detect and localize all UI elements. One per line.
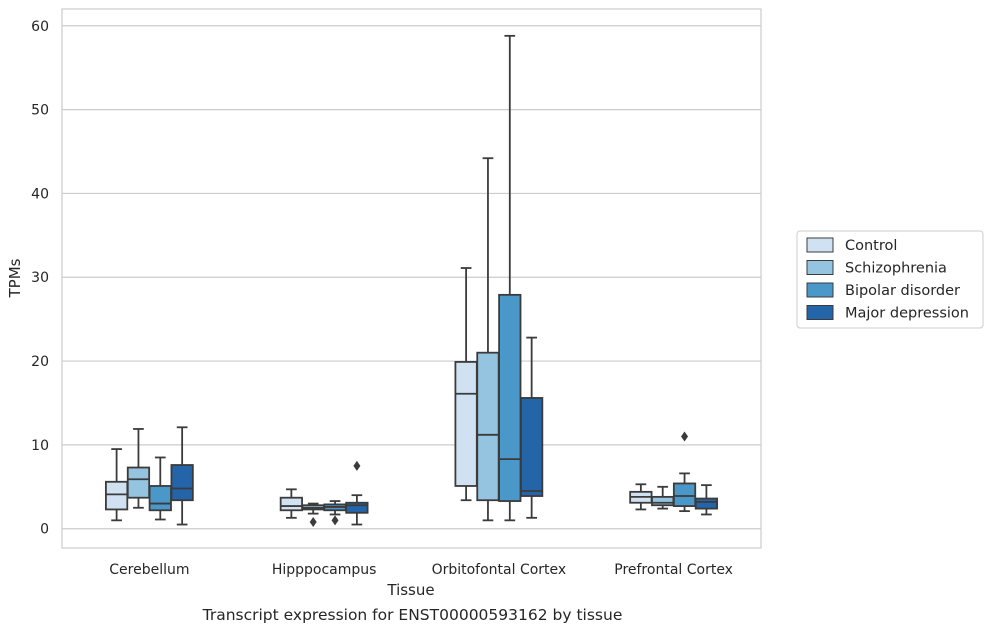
legend: Control Schizophrenia Bipolar disorder Majo… <box>796 230 984 329</box>
legend-label: Major depression <box>845 306 969 322</box>
plot-area-frame <box>61 8 762 549</box>
y-axis-ticks: 0 10 20 30 40 50 60 <box>31 19 49 538</box>
box-element <box>454 267 478 502</box>
box-element <box>672 431 697 513</box>
box-iqr <box>279 496 303 512</box>
box-element <box>126 428 151 509</box>
box-iqr <box>126 466 151 499</box>
y-tick-label: 30 <box>31 270 49 286</box>
box-element <box>498 34 522 522</box>
legend-swatch <box>806 260 834 275</box>
outlier-point <box>331 515 339 526</box>
y-tick-label: 40 <box>31 186 49 202</box>
box-element <box>476 157 500 522</box>
y-tick-label: 0 <box>40 522 49 538</box>
figure-caption: Transcript expression for ENST0000059316… <box>202 606 623 624</box>
legend-label: Control <box>845 238 897 254</box>
box-iqr <box>672 482 697 507</box>
box-element <box>323 500 347 526</box>
x-tick-label: Orbitofontal Cortex <box>432 562 567 578</box>
outlier-point <box>309 517 317 528</box>
x-axis-label: Tissue <box>386 581 434 599</box>
box-iqr <box>148 485 172 512</box>
box-iqr <box>170 464 194 502</box>
legend-label: Bipolar disorder <box>845 283 960 299</box>
legend-swatch <box>806 305 834 320</box>
box-element <box>301 502 325 528</box>
box-iqr <box>105 480 129 511</box>
box-iqr <box>345 501 369 514</box>
box-series <box>105 34 718 528</box>
series-major-depression <box>170 336 718 526</box>
box-iqr <box>694 497 718 510</box>
box-element <box>148 456 172 521</box>
box-iqr <box>454 361 478 487</box>
box-element <box>520 336 544 519</box>
series-bipolar-disorder <box>148 34 697 526</box>
legend-swatch <box>806 282 834 298</box>
y-tick-label: 60 <box>31 19 49 35</box>
box-element <box>629 483 653 511</box>
x-axis-ticks: Cerebellum Hipppocampus Orbitofontal Corte… <box>109 562 733 578</box>
box-element <box>694 484 718 516</box>
series-control <box>105 267 653 522</box>
legend-swatch <box>806 237 834 253</box>
outlier-point <box>681 431 689 442</box>
y-tick-label: 10 <box>31 438 49 454</box>
box-iqr <box>520 397 544 497</box>
box-iqr <box>651 495 675 507</box>
x-tick-label: Cerebellum <box>109 562 189 578</box>
box-iqr <box>476 351 500 502</box>
legend-frame <box>796 230 984 329</box>
x-tick-label: Prefrontal Cortex <box>614 562 733 578</box>
x-tick-label: Hipppocampus <box>272 562 377 578</box>
y-axis-label: TPMs <box>6 258 24 298</box>
gridlines <box>62 25 761 530</box>
y-tick-label: 50 <box>31 103 49 119</box>
box-element <box>105 448 129 522</box>
y-tick-label: 20 <box>31 354 49 370</box>
box-element <box>279 488 303 519</box>
outlier-point <box>353 460 361 471</box>
legend-items: Control Schizophrenia Bipolar disorder Majo… <box>806 237 969 322</box>
box-iqr <box>498 293 522 502</box>
box-element <box>170 426 194 526</box>
series-schizophrenia <box>126 157 675 528</box>
box-element <box>345 460 369 526</box>
box-element <box>651 485 675 510</box>
legend-label: Schizophrenia <box>845 261 947 277</box>
